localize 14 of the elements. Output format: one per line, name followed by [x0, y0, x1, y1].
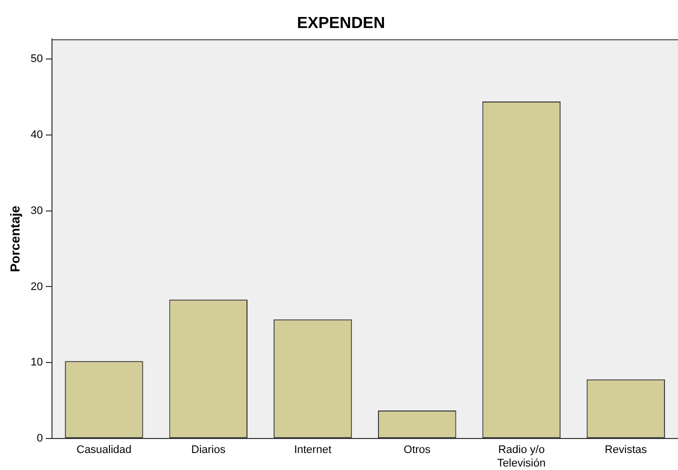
y-tick-label: 0 — [36, 432, 43, 445]
y-tick-label: 10 — [30, 356, 43, 369]
x-tick-label: Radio y/o Televisión — [497, 444, 546, 470]
y-axis-title: Porcentaje — [7, 206, 22, 272]
y-tick-label: 50 — [30, 52, 43, 65]
x-tick-label: Diarios — [191, 444, 226, 456]
x-tick-label: Otros — [404, 444, 432, 456]
x-tick-label: Casualidad — [76, 444, 132, 456]
y-tick-label: 30 — [30, 204, 43, 217]
y-tick-label: 40 — [30, 128, 43, 141]
x-tick-label: Revistas — [604, 444, 648, 456]
chart-title: EXPENDEN — [296, 15, 386, 32]
y-tick-label: 20 — [30, 280, 43, 293]
x-tick-label: Internet — [294, 444, 332, 456]
